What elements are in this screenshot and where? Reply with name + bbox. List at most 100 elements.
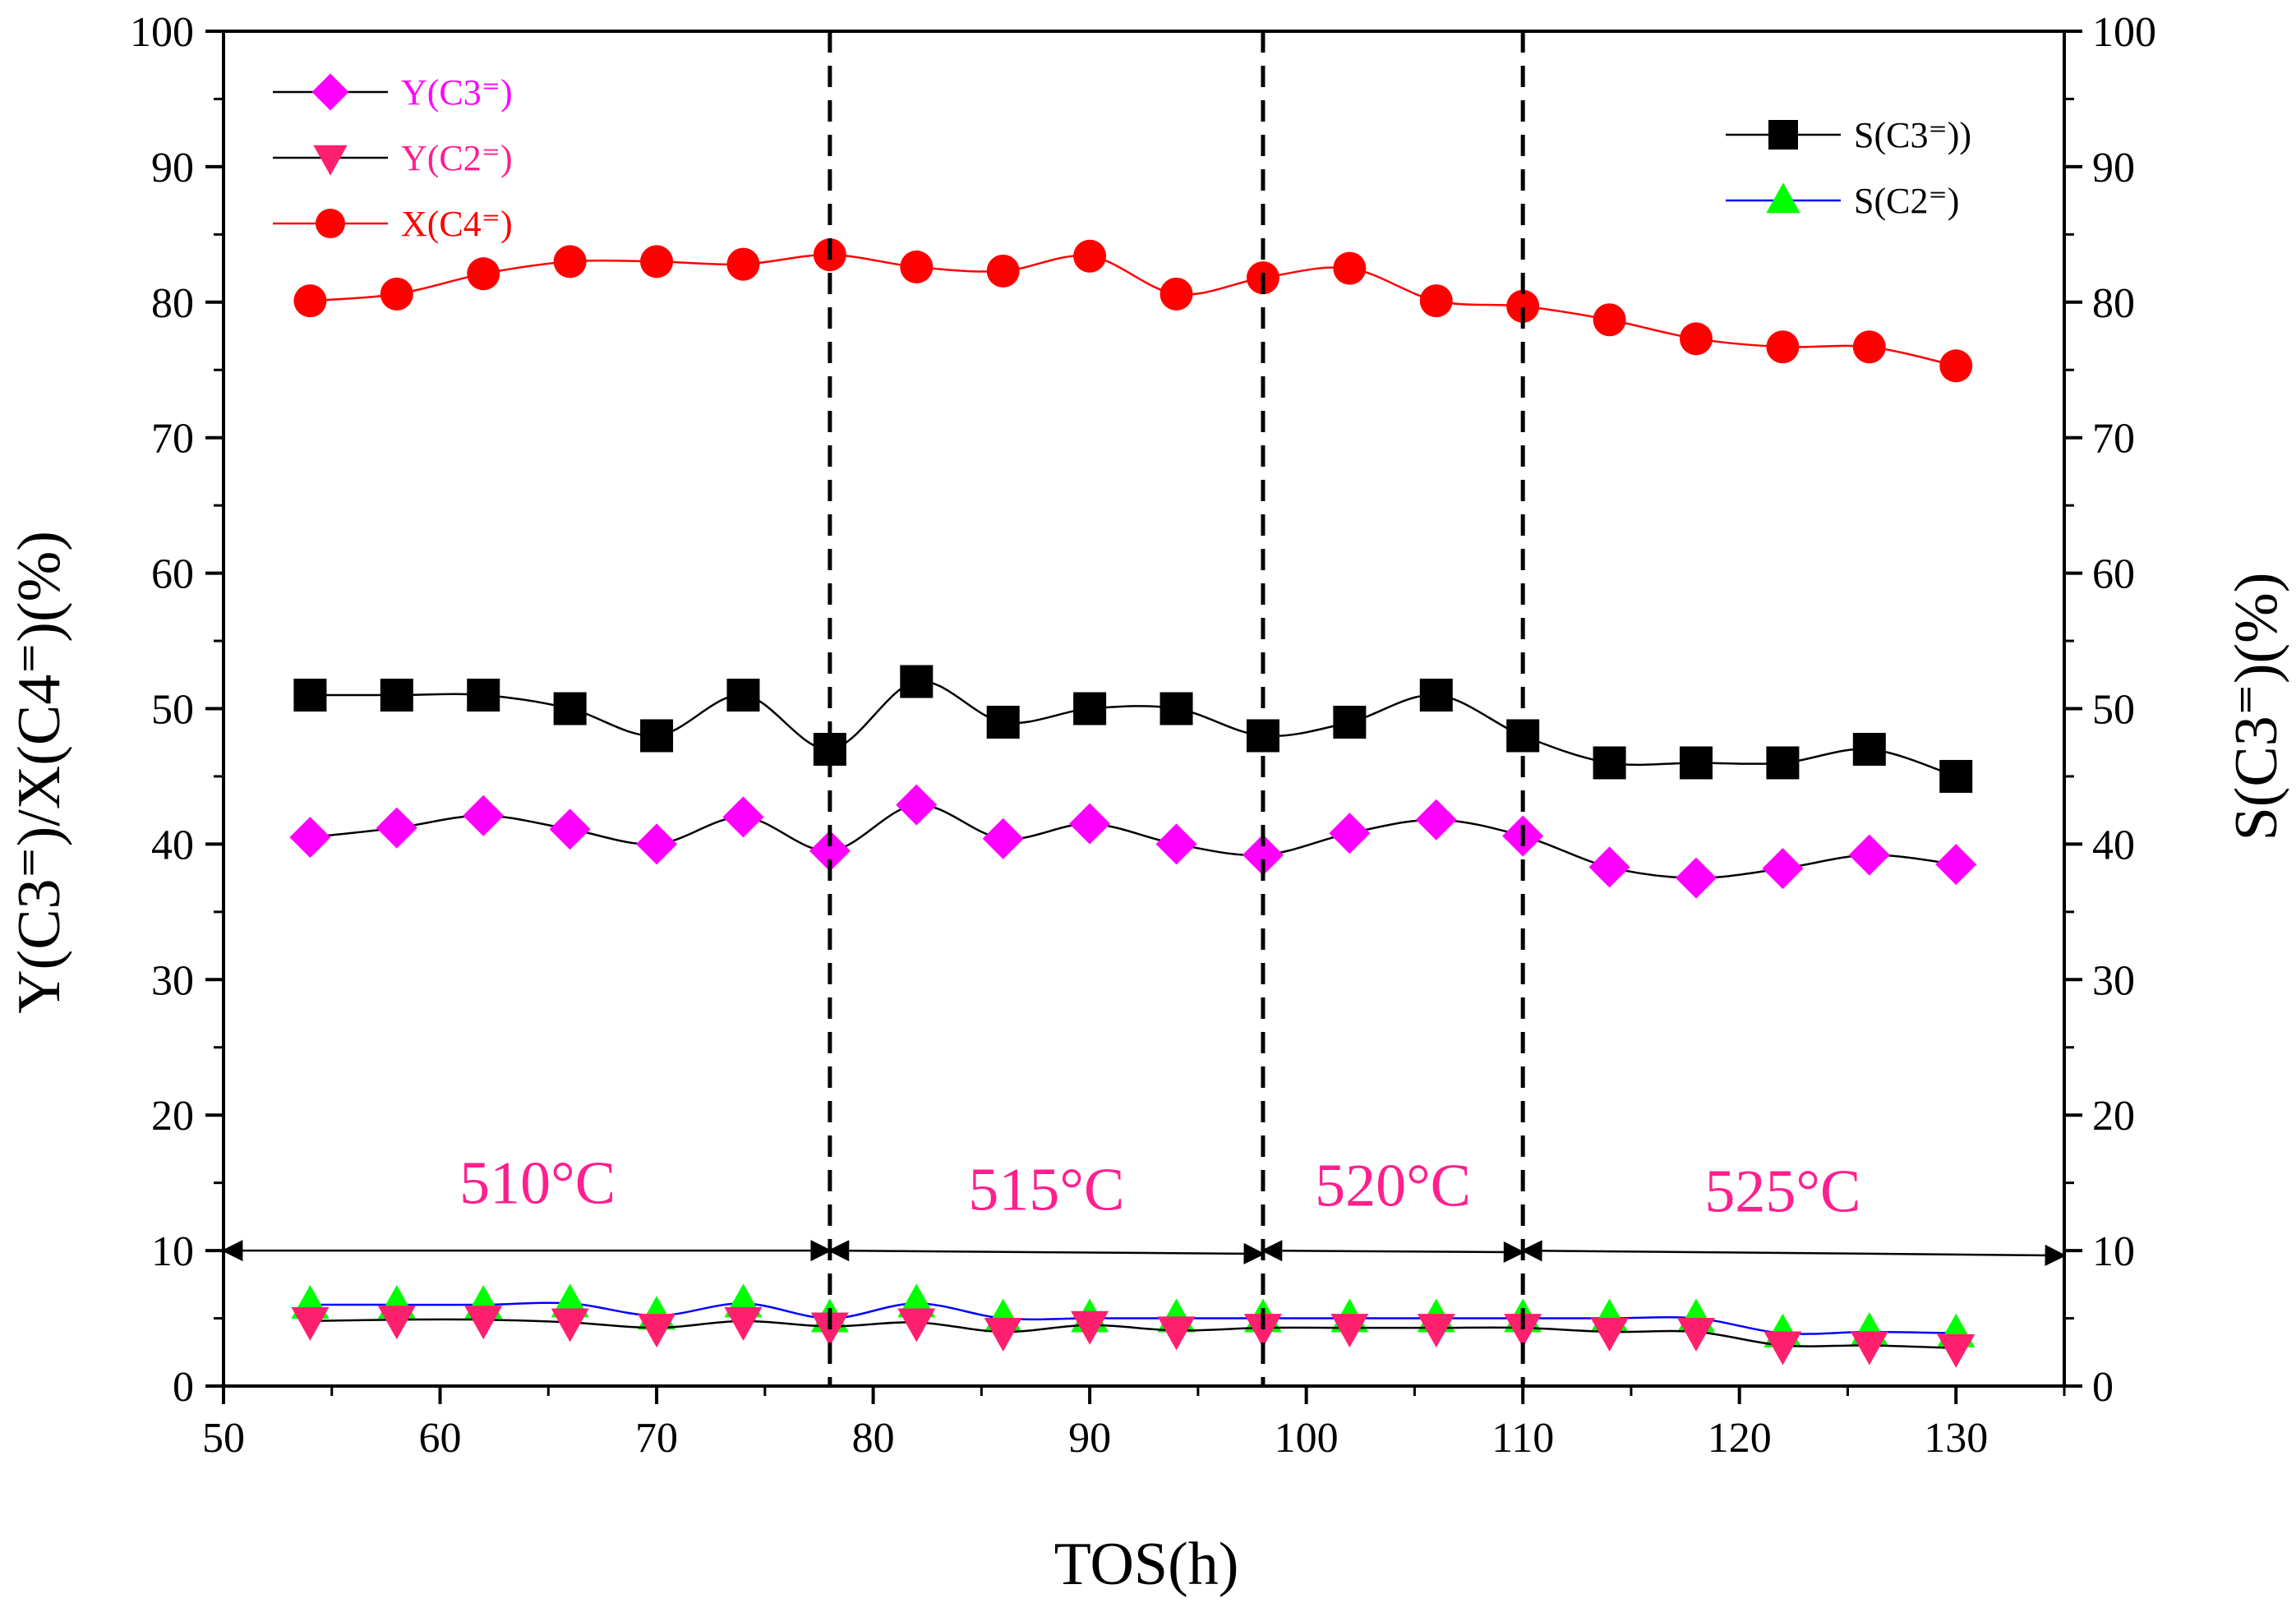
data-point bbox=[722, 796, 764, 838]
x-tick-label: 130 bbox=[1924, 1415, 1988, 1462]
y-tick-label-right: 40 bbox=[2092, 822, 2135, 868]
data-point bbox=[293, 284, 327, 318]
data-point bbox=[986, 254, 1020, 288]
data-point bbox=[293, 679, 327, 712]
data-point bbox=[1157, 1316, 1196, 1351]
y-tick-label-right: 80 bbox=[2092, 280, 2135, 327]
legend-label: Y(C3⁼) bbox=[401, 72, 513, 113]
legend-label: Y(C2⁼) bbox=[401, 138, 513, 178]
data-point bbox=[986, 705, 1020, 739]
x-tick-label: 50 bbox=[202, 1415, 245, 1462]
data-point bbox=[553, 245, 587, 279]
data-point bbox=[549, 808, 591, 850]
data-point bbox=[809, 830, 851, 872]
data-point bbox=[291, 1306, 330, 1341]
legend-layer: Y(C3⁼) Y(C2⁼) X(C4⁼) S(C3⁼)) S(C2⁼) bbox=[273, 72, 1971, 244]
overlay-layer: 510°C 515°C 520°C 525°C bbox=[221, 31, 2067, 1386]
data-point bbox=[1417, 1314, 1455, 1348]
y-tick-label-right: 100 bbox=[2092, 9, 2156, 56]
y-tick-label-left: 10 bbox=[151, 1228, 194, 1275]
data-point bbox=[1506, 289, 1540, 323]
data-point bbox=[380, 277, 413, 311]
y-tick-label-right: 90 bbox=[2092, 145, 2135, 191]
data-point bbox=[1676, 857, 1717, 899]
region-arrow bbox=[1261, 1240, 1525, 1263]
data-point bbox=[1935, 844, 1977, 886]
data-point bbox=[1504, 1314, 1542, 1348]
y-tick-label-left: 60 bbox=[151, 551, 194, 598]
legend-marker bbox=[1766, 182, 1800, 214]
data-point bbox=[1333, 251, 1367, 285]
y-tick-label-right: 20 bbox=[2092, 1093, 2135, 1140]
series-line bbox=[310, 804, 1957, 879]
y-axis-title-left: Y(C3⁼)/X(C4⁼)(%) bbox=[6, 531, 73, 1014]
data-point bbox=[467, 257, 500, 291]
data-point bbox=[1419, 679, 1453, 712]
data-point bbox=[1593, 746, 1626, 780]
data-point bbox=[1329, 813, 1371, 854]
data-point bbox=[1333, 705, 1367, 739]
data-point bbox=[1243, 1314, 1282, 1348]
y-tick-label-right: 50 bbox=[2092, 687, 2135, 734]
data-point bbox=[726, 679, 760, 712]
data-point bbox=[1069, 803, 1111, 845]
region-label: 520°C bbox=[1315, 1153, 1471, 1220]
data-point bbox=[897, 1308, 936, 1343]
y-tick-label-left: 40 bbox=[151, 822, 194, 868]
data-point bbox=[1160, 692, 1193, 725]
data-point bbox=[553, 692, 587, 725]
x-axis-title: TOS(h) bbox=[1054, 1531, 1239, 1598]
data-point bbox=[984, 1318, 1022, 1352]
data-point bbox=[1073, 692, 1107, 725]
series-circle bbox=[293, 238, 1973, 383]
data-point bbox=[1330, 1314, 1369, 1348]
data-point bbox=[640, 719, 674, 753]
legend-item: X(C4⁼) bbox=[273, 204, 513, 244]
y-tick-label-right: 0 bbox=[2092, 1364, 2114, 1411]
axes-group: 50 60 70 80 90 100 110 120 130 0 0 10 10 20 20 30 30 40 40… bbox=[130, 9, 2156, 1462]
data-point bbox=[1850, 1331, 1888, 1366]
legend-item: Y(C2⁼) bbox=[273, 138, 513, 178]
data-point bbox=[377, 1306, 416, 1340]
x-tick-label: 80 bbox=[852, 1415, 895, 1462]
data-point bbox=[380, 679, 413, 712]
data-point bbox=[376, 807, 417, 849]
data-point bbox=[1593, 303, 1626, 337]
legend-item: Y(C3⁼) bbox=[273, 72, 513, 113]
y-tick-label-left: 100 bbox=[130, 9, 194, 56]
data-point bbox=[1680, 746, 1713, 780]
legend-marker bbox=[316, 209, 345, 238]
y-tick-label-left: 0 bbox=[173, 1364, 194, 1411]
legend-label: X(C4⁼) bbox=[401, 204, 513, 244]
data-point bbox=[900, 250, 934, 283]
y-tick-label-left: 50 bbox=[151, 687, 194, 734]
region-arrow bbox=[828, 1240, 1266, 1264]
data-point bbox=[724, 1306, 763, 1341]
legend-marker bbox=[1768, 120, 1798, 150]
data-point bbox=[1939, 759, 1973, 793]
data-point bbox=[467, 679, 500, 712]
data-point bbox=[1766, 330, 1800, 364]
series-triangle-down bbox=[291, 1306, 1976, 1368]
data-point bbox=[463, 794, 505, 836]
region-label: 525°C bbox=[1704, 1158, 1860, 1225]
series-diamond bbox=[289, 784, 1977, 899]
data-point bbox=[896, 784, 938, 826]
x-tick-label: 70 bbox=[635, 1415, 678, 1462]
data-point bbox=[982, 818, 1024, 859]
data-point bbox=[464, 1306, 503, 1340]
y-tick-label-left: 80 bbox=[151, 280, 194, 327]
legend-item: S(C3⁼)) bbox=[1726, 115, 1971, 155]
x-tick-label: 110 bbox=[1491, 1415, 1554, 1462]
series-triangle-up bbox=[291, 1283, 1976, 1347]
region-arrow bbox=[1520, 1240, 2067, 1266]
x-tick-label: 120 bbox=[1708, 1415, 1772, 1462]
y-axis-title-right: S(C3⁼)(%) bbox=[2223, 573, 2290, 841]
y-tick-label-left: 70 bbox=[151, 416, 194, 463]
data-point bbox=[636, 823, 678, 865]
data-point bbox=[1419, 284, 1453, 318]
legend-item: S(C2⁼) bbox=[1726, 181, 1959, 221]
y-tick-label-right: 30 bbox=[2092, 957, 2135, 1004]
legend-label: S(C3⁼)) bbox=[1854, 115, 1971, 155]
